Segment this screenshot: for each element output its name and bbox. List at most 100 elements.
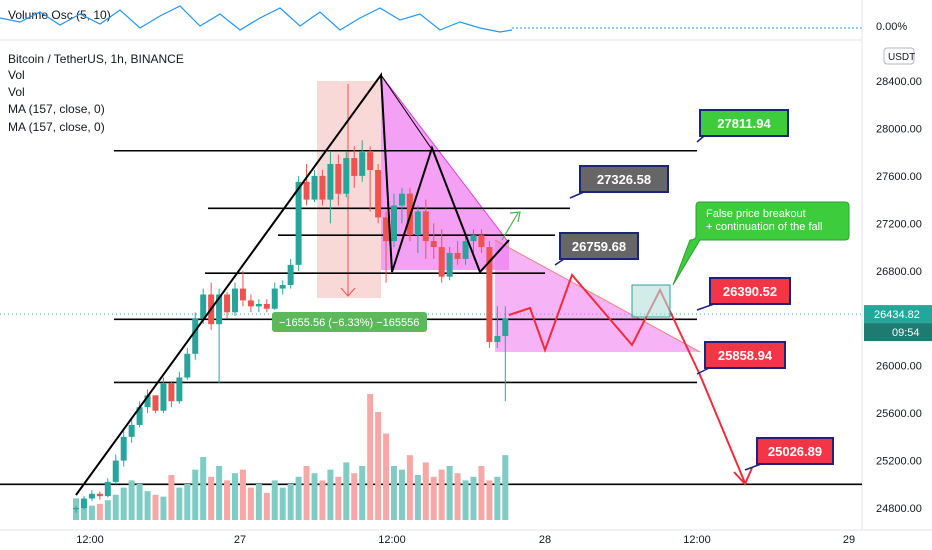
- volume-bar: [454, 473, 461, 520]
- candle: [287, 264, 294, 286]
- volume-bar: [430, 476, 437, 520]
- candle: [120, 436, 127, 461]
- y-tick-label: 24800.00: [876, 503, 922, 515]
- candle: [232, 288, 238, 313]
- candle: [430, 241, 437, 248]
- volume-bar: [112, 494, 119, 520]
- level-badge-bg: [709, 277, 791, 305]
- candle: [414, 211, 421, 236]
- volume-bar: [263, 493, 270, 520]
- level-badge-pointer: [554, 258, 565, 266]
- volume-bar: [176, 487, 183, 520]
- candle: [112, 460, 119, 482]
- candle: [462, 241, 469, 259]
- rise-and-triangle-drawing: [75, 72, 510, 496]
- volume-bar: [271, 480, 278, 520]
- volume-bar: [311, 473, 318, 520]
- level-badge-pointer: [696, 303, 715, 311]
- level-badge-value: 27811.94: [717, 116, 771, 131]
- study-label: MA (157, close, 0): [8, 120, 105, 134]
- candle: [271, 288, 278, 309]
- volume-bar: [80, 502, 87, 520]
- candle: [446, 252, 453, 277]
- volume-bar: [367, 394, 374, 520]
- volume-bar: [398, 469, 405, 520]
- y-tick-label: 25600.00: [876, 408, 922, 420]
- level-badge: 25858.94: [696, 341, 786, 375]
- x-tick-label: 12:00: [683, 534, 711, 546]
- y-tick-label: 26800.00: [876, 266, 922, 278]
- oscillator-line: [0, 5, 513, 33]
- volume-bar: [96, 503, 103, 520]
- candle: [295, 181, 302, 265]
- candle: [335, 164, 342, 194]
- volume-bar: [232, 473, 238, 520]
- level-badge-value: 25026.89: [768, 444, 822, 459]
- candle: [502, 318, 509, 337]
- svg-text:USDT: USDT: [888, 52, 915, 63]
- wedge-edge: [494, 239, 701, 353]
- volume-bar: [335, 476, 342, 520]
- volume-bar: [359, 466, 366, 520]
- candle: [239, 288, 246, 301]
- volume-bar: [144, 491, 151, 520]
- volume-bar: [128, 480, 135, 520]
- breakout-box: [631, 284, 671, 318]
- volume-bar: [486, 480, 493, 520]
- triangle-pattern: [381, 75, 509, 270]
- volume-bar: [494, 476, 501, 520]
- candle: [160, 383, 167, 411]
- breakout-callout: False price breakout+ continuation of th…: [672, 201, 850, 286]
- y-tick-label: 28400.00: [876, 76, 922, 88]
- volume-bar: [255, 484, 262, 520]
- price-tag-value: 26434.82: [874, 309, 920, 321]
- measure-label: −1655.56 (−6.33%) −165556: [272, 312, 427, 332]
- volume-bar: [184, 484, 191, 520]
- candle: [192, 318, 199, 354]
- level-badge-pointer: [744, 463, 762, 471]
- callout-line: False price breakout: [706, 208, 806, 220]
- candle: [200, 294, 207, 319]
- study-label: Vol: [8, 85, 25, 99]
- candle: [144, 395, 151, 408]
- candle: [104, 481, 111, 497]
- candle: [478, 235, 485, 248]
- volume-bar: [279, 487, 286, 520]
- volume-bar: [446, 466, 453, 520]
- candle: [224, 294, 231, 313]
- projection-path: [508, 273, 746, 484]
- volume-bar: [120, 487, 127, 520]
- candle: [176, 377, 183, 402]
- volume-bar: [391, 466, 397, 520]
- volume-bar: [375, 412, 382, 520]
- candle: [184, 353, 191, 378]
- candle: [351, 158, 358, 176]
- candle: [319, 175, 326, 200]
- x-tick-label: 12:00: [378, 534, 406, 546]
- currency-button[interactable]: USDT: [883, 47, 915, 65]
- volume-bar: [208, 476, 215, 520]
- level-badge: 27811.94: [696, 109, 789, 143]
- current-price-tag: 26434.82 09:54: [864, 305, 932, 342]
- level-badge-pointer: [696, 367, 710, 375]
- candle: [128, 424, 135, 437]
- volume-bar: [462, 480, 469, 520]
- x-tick-label: 28: [539, 534, 551, 546]
- measure-label-bg: [272, 312, 427, 332]
- candle: [73, 508, 79, 510]
- volume-bar: [216, 466, 223, 520]
- level-badge-pointer: [569, 191, 585, 199]
- volume-bar: [414, 475, 421, 520]
- y-tick-label: 26000.00: [876, 361, 922, 373]
- measure-label-text: −1655.56 (−6.33%) −165556: [279, 317, 419, 329]
- level-badge-bg: [756, 437, 834, 465]
- volume-bar: [192, 469, 199, 520]
- y-tick-label: 28000.00: [876, 123, 922, 135]
- volume-bar: [295, 476, 302, 520]
- y-tick-label: 27600.00: [876, 171, 922, 183]
- chart-title: Bitcoin / TetherUS, 1h, BINANCE: [8, 52, 184, 66]
- volume-bar: [239, 469, 246, 520]
- candle: [375, 169, 382, 218]
- volume-bar: [351, 473, 358, 520]
